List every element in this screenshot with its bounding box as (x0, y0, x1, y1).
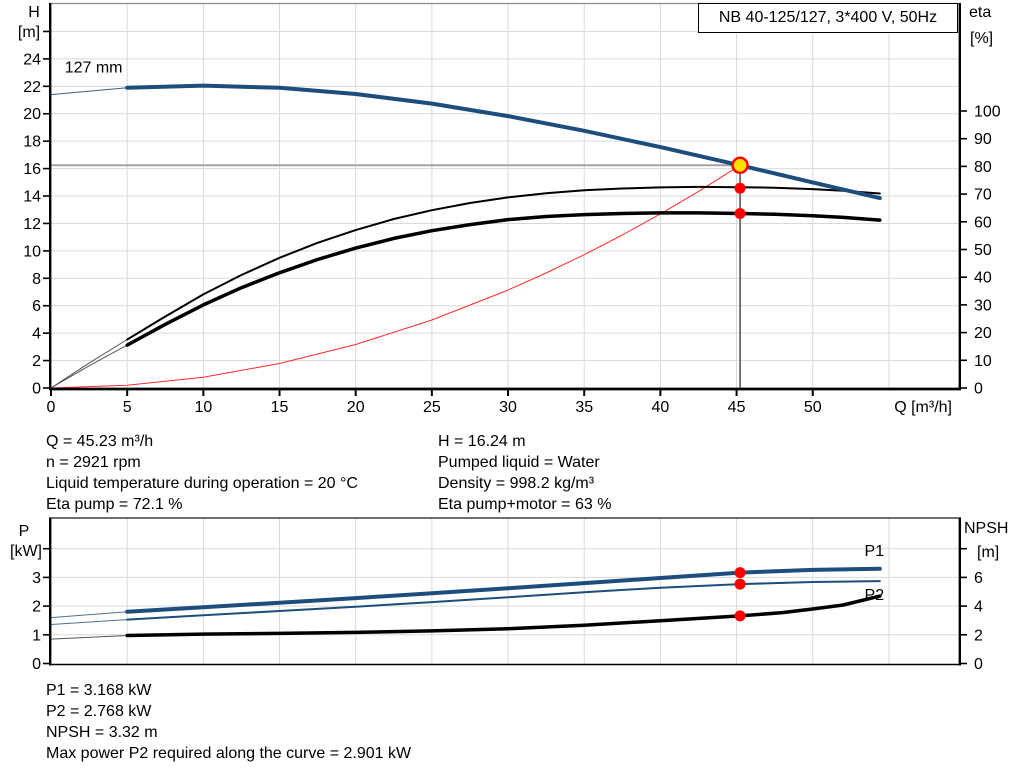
left-axis-title: P (19, 523, 30, 540)
right-tick-label: 50 (974, 242, 992, 259)
duty-info-right: H = 16.24 m Pumped liquid = Water Densit… (438, 431, 611, 515)
left-tick-label: 16 (23, 161, 41, 178)
info-p2: P2 = 2.768 kW (46, 703, 152, 720)
duty-info-left: Q = 45.23 m³/h n = 2921 rpm Liquid tempe… (46, 431, 358, 515)
x-tick-label: 30 (499, 399, 517, 416)
right-axis-title: [m] (977, 544, 999, 561)
x-tick-label: 25 (423, 399, 441, 416)
p2-curve-thin (50, 619, 128, 625)
info-eta-pump: Eta pump = 72.1 % (46, 496, 183, 513)
right-tick-label: 0 (974, 381, 983, 398)
info-flow: Q = 45.23 m³/h (46, 433, 154, 450)
left-tick-label: 3 (32, 570, 41, 587)
power-npsh-chart-plot-area[interactable] (51, 518, 959, 664)
x-axis-title: Q [m³/h] (894, 399, 952, 416)
x-tick-label: 35 (575, 399, 593, 416)
npsh-marker (734, 610, 746, 622)
right-tick-label: 60 (974, 214, 992, 231)
left-tick-label: 4 (32, 326, 41, 343)
right-tick-label: 0 (974, 656, 983, 673)
eta-pump-motor-curve-thin (50, 344, 128, 389)
pump-title-box: NB 40-125/127, 3*400 V, 50Hz (698, 3, 958, 33)
left-tick-label: 2 (32, 353, 41, 370)
right-axis-title: [%] (970, 30, 993, 47)
right-tick-label: 4 (974, 599, 983, 616)
x-tick-label: 40 (651, 399, 669, 416)
left-tick-label: 22 (23, 79, 41, 96)
info-liquid-temperature: Liquid temperature during operation = 20… (46, 475, 358, 492)
npsh-curve (125, 594, 882, 638)
p1-curve (125, 566, 882, 614)
impeller-diameter-label: 127 mm (65, 60, 123, 77)
eta-pump-curve-thin (50, 339, 128, 389)
pump-title: NB 40-125/127, 3*400 V, 50Hz (718, 9, 938, 26)
info-max-power: Max power P2 required along the curve = … (46, 745, 412, 762)
info-speed: n = 2921 rpm (46, 454, 141, 471)
left-tick-label: 10 (23, 243, 41, 260)
info-density: Density = 998.2 kg/m³ (438, 475, 595, 492)
x-tick-label: 15 (271, 399, 289, 416)
p1-curve-label: P1 (865, 543, 885, 560)
left-tick-label: 14 (23, 189, 41, 206)
right-axis-title: NPSH (964, 520, 1008, 537)
info-head: H = 16.24 m (438, 433, 526, 450)
left-tick-label: 18 (23, 134, 41, 151)
left-tick-label: 8 (32, 271, 41, 288)
power-npsh-chart: 0 1 2 3 0 2 4 6 P [kW] NPSH [m] P1 P2 (10, 517, 1008, 673)
duty-point-marker[interactable] (731, 156, 749, 175)
p2-curve-label: P2 (865, 587, 885, 604)
info-eta-pump-motor: Eta pump+motor = 63 % (438, 496, 612, 513)
right-tick-label: 6 (974, 570, 983, 587)
x-tick-label: 45 (728, 399, 746, 416)
npsh-curve-thin (50, 635, 128, 640)
eta-pump-motor-curve (125, 211, 882, 347)
info-p1: P1 = 3.168 kW (46, 682, 152, 699)
left-tick-label: 6 (32, 298, 41, 315)
right-tick-label: 80 (974, 159, 992, 176)
right-tick-label: 100 (974, 103, 1001, 120)
eta-pump-motor-marker (734, 207, 746, 219)
left-axis-title: [m] (18, 24, 40, 41)
eta-pump-curve (126, 185, 881, 341)
pump-curve-127mm-thin (50, 87, 128, 96)
info-npsh: NPSH = 3.32 m (46, 724, 158, 741)
right-tick-label: 2 (974, 627, 983, 644)
left-tick-label: 24 (23, 51, 41, 68)
left-axis-title: H (28, 4, 40, 21)
left-tick-label: 20 (23, 106, 41, 123)
p1-marker (734, 567, 746, 579)
right-tick-label: 30 (974, 297, 992, 314)
right-tick-label: 70 (974, 187, 992, 204)
right-tick-label: 90 (974, 131, 992, 148)
eta-pump-marker (734, 182, 746, 194)
right-axis-title: eta (969, 4, 991, 21)
x-tick-label: 50 (804, 399, 822, 416)
right-tick-label: 40 (974, 270, 992, 287)
power-info: P1 = 3.168 kW P2 = 2.768 kW NPSH = 3.32 … (46, 680, 411, 764)
left-tick-label: 12 (23, 216, 41, 233)
info-pumped-liquid: Pumped liquid = Water (438, 454, 600, 471)
left-tick-label: 2 (32, 599, 41, 616)
x-tick-label: 20 (347, 399, 365, 416)
hq-eta-chart: 0246810121416182022240102030405060708090… (18, 2, 1001, 416)
pump-curve-127mm (125, 83, 882, 201)
right-tick-label: 10 (974, 353, 992, 370)
right-tick-label: 20 (974, 325, 992, 342)
p2-curve (126, 580, 881, 621)
p2-marker (734, 578, 746, 590)
x-tick-label: 5 (123, 399, 132, 416)
left-tick-label: 1 (32, 627, 41, 644)
x-tick-label: 0 (47, 399, 56, 416)
x-tick-label: 10 (194, 399, 212, 416)
p1-curve-thin (50, 611, 128, 619)
left-axis-title: [kW] (10, 543, 42, 560)
left-tick-label: 0 (32, 381, 41, 398)
left-tick-label: 0 (32, 656, 41, 673)
